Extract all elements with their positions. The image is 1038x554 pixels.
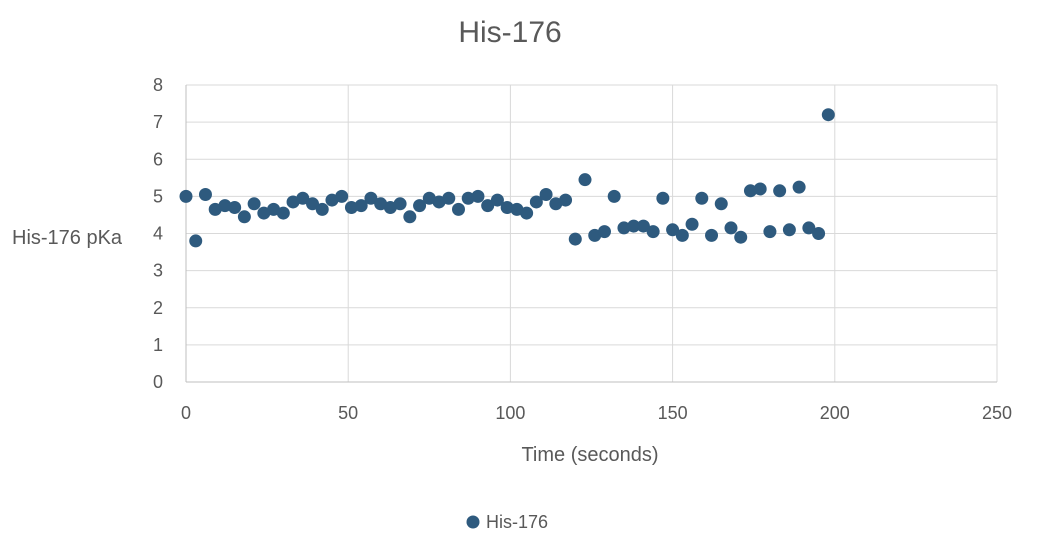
data-point — [306, 197, 320, 211]
y-tick-label: 7 — [153, 112, 163, 132]
data-point — [276, 206, 290, 220]
data-point — [617, 221, 631, 235]
data-point — [646, 225, 660, 239]
data-point — [520, 206, 534, 220]
data-point — [218, 199, 232, 213]
y-tick-label: 5 — [153, 186, 163, 206]
data-point — [403, 210, 417, 224]
data-point — [490, 193, 504, 207]
data-point — [812, 227, 826, 240]
data-points — [179, 108, 835, 248]
data-point — [529, 195, 543, 209]
gridlines — [186, 84, 998, 382]
data-point — [724, 221, 738, 235]
legend-label-his-176: His-176 — [486, 512, 548, 532]
data-point — [364, 191, 378, 205]
data-point — [695, 191, 709, 205]
axes — [185, 85, 997, 383]
x-tick-label: 150 — [658, 403, 688, 423]
data-point — [773, 184, 787, 198]
data-point — [763, 225, 777, 239]
data-point — [500, 201, 514, 215]
x-tick-label: 50 — [338, 403, 358, 423]
data-point — [451, 202, 465, 216]
data-point — [247, 197, 261, 211]
data-point — [335, 189, 349, 203]
x-tick-label: 250 — [982, 403, 1012, 423]
data-point — [782, 223, 796, 237]
data-point — [821, 108, 835, 122]
legend-marker-his-176 — [466, 515, 480, 529]
x-axis-ticks: 0 50 100 150 200 250 — [181, 403, 1012, 423]
data-point — [296, 191, 310, 205]
y-tick-label: 3 — [153, 261, 163, 281]
x-tick-label: 100 — [495, 403, 525, 423]
data-point — [228, 201, 242, 215]
x-tick-label: 200 — [820, 403, 850, 423]
data-point — [802, 221, 816, 235]
data-point — [636, 219, 650, 233]
legend: His-176 — [466, 512, 548, 532]
data-point — [354, 199, 368, 213]
y-axis-ticks: 0 1 2 3 4 5 6 7 8 — [153, 75, 163, 392]
y-tick-label: 1 — [153, 335, 163, 355]
y-axis-label: His-176 pKa — [12, 227, 123, 249]
data-point — [792, 180, 806, 194]
data-point — [597, 225, 611, 239]
y-tick-label: 0 — [153, 372, 163, 392]
data-point — [461, 191, 475, 205]
data-point — [198, 188, 212, 202]
y-tick-label: 4 — [153, 224, 163, 244]
data-point — [627, 219, 641, 233]
chart-title: His-176 — [458, 16, 561, 49]
data-point — [393, 197, 407, 211]
data-point — [743, 184, 757, 198]
data-point — [344, 201, 358, 215]
data-point — [705, 228, 719, 242]
data-point — [413, 199, 427, 213]
data-point — [539, 188, 553, 202]
data-point — [481, 199, 495, 213]
y-tick-label: 8 — [153, 75, 163, 95]
y-tick-label: 6 — [153, 149, 163, 169]
y-tick-label: 2 — [153, 298, 163, 318]
data-point — [656, 191, 670, 205]
data-point — [685, 217, 699, 231]
x-tick-label: 0 — [181, 403, 191, 423]
x-axis-label: Time (seconds) — [521, 444, 658, 466]
data-point — [471, 189, 485, 203]
data-point — [442, 191, 456, 205]
data-point — [568, 232, 582, 246]
data-point — [675, 228, 689, 242]
data-point — [714, 197, 728, 211]
data-point — [315, 202, 329, 216]
data-point — [734, 230, 748, 244]
data-point — [578, 173, 592, 187]
data-point — [237, 210, 251, 224]
data-point — [666, 223, 680, 237]
data-point — [753, 182, 767, 196]
data-point — [179, 189, 193, 203]
data-point — [607, 189, 621, 203]
data-point — [189, 234, 203, 248]
data-point — [559, 193, 573, 207]
